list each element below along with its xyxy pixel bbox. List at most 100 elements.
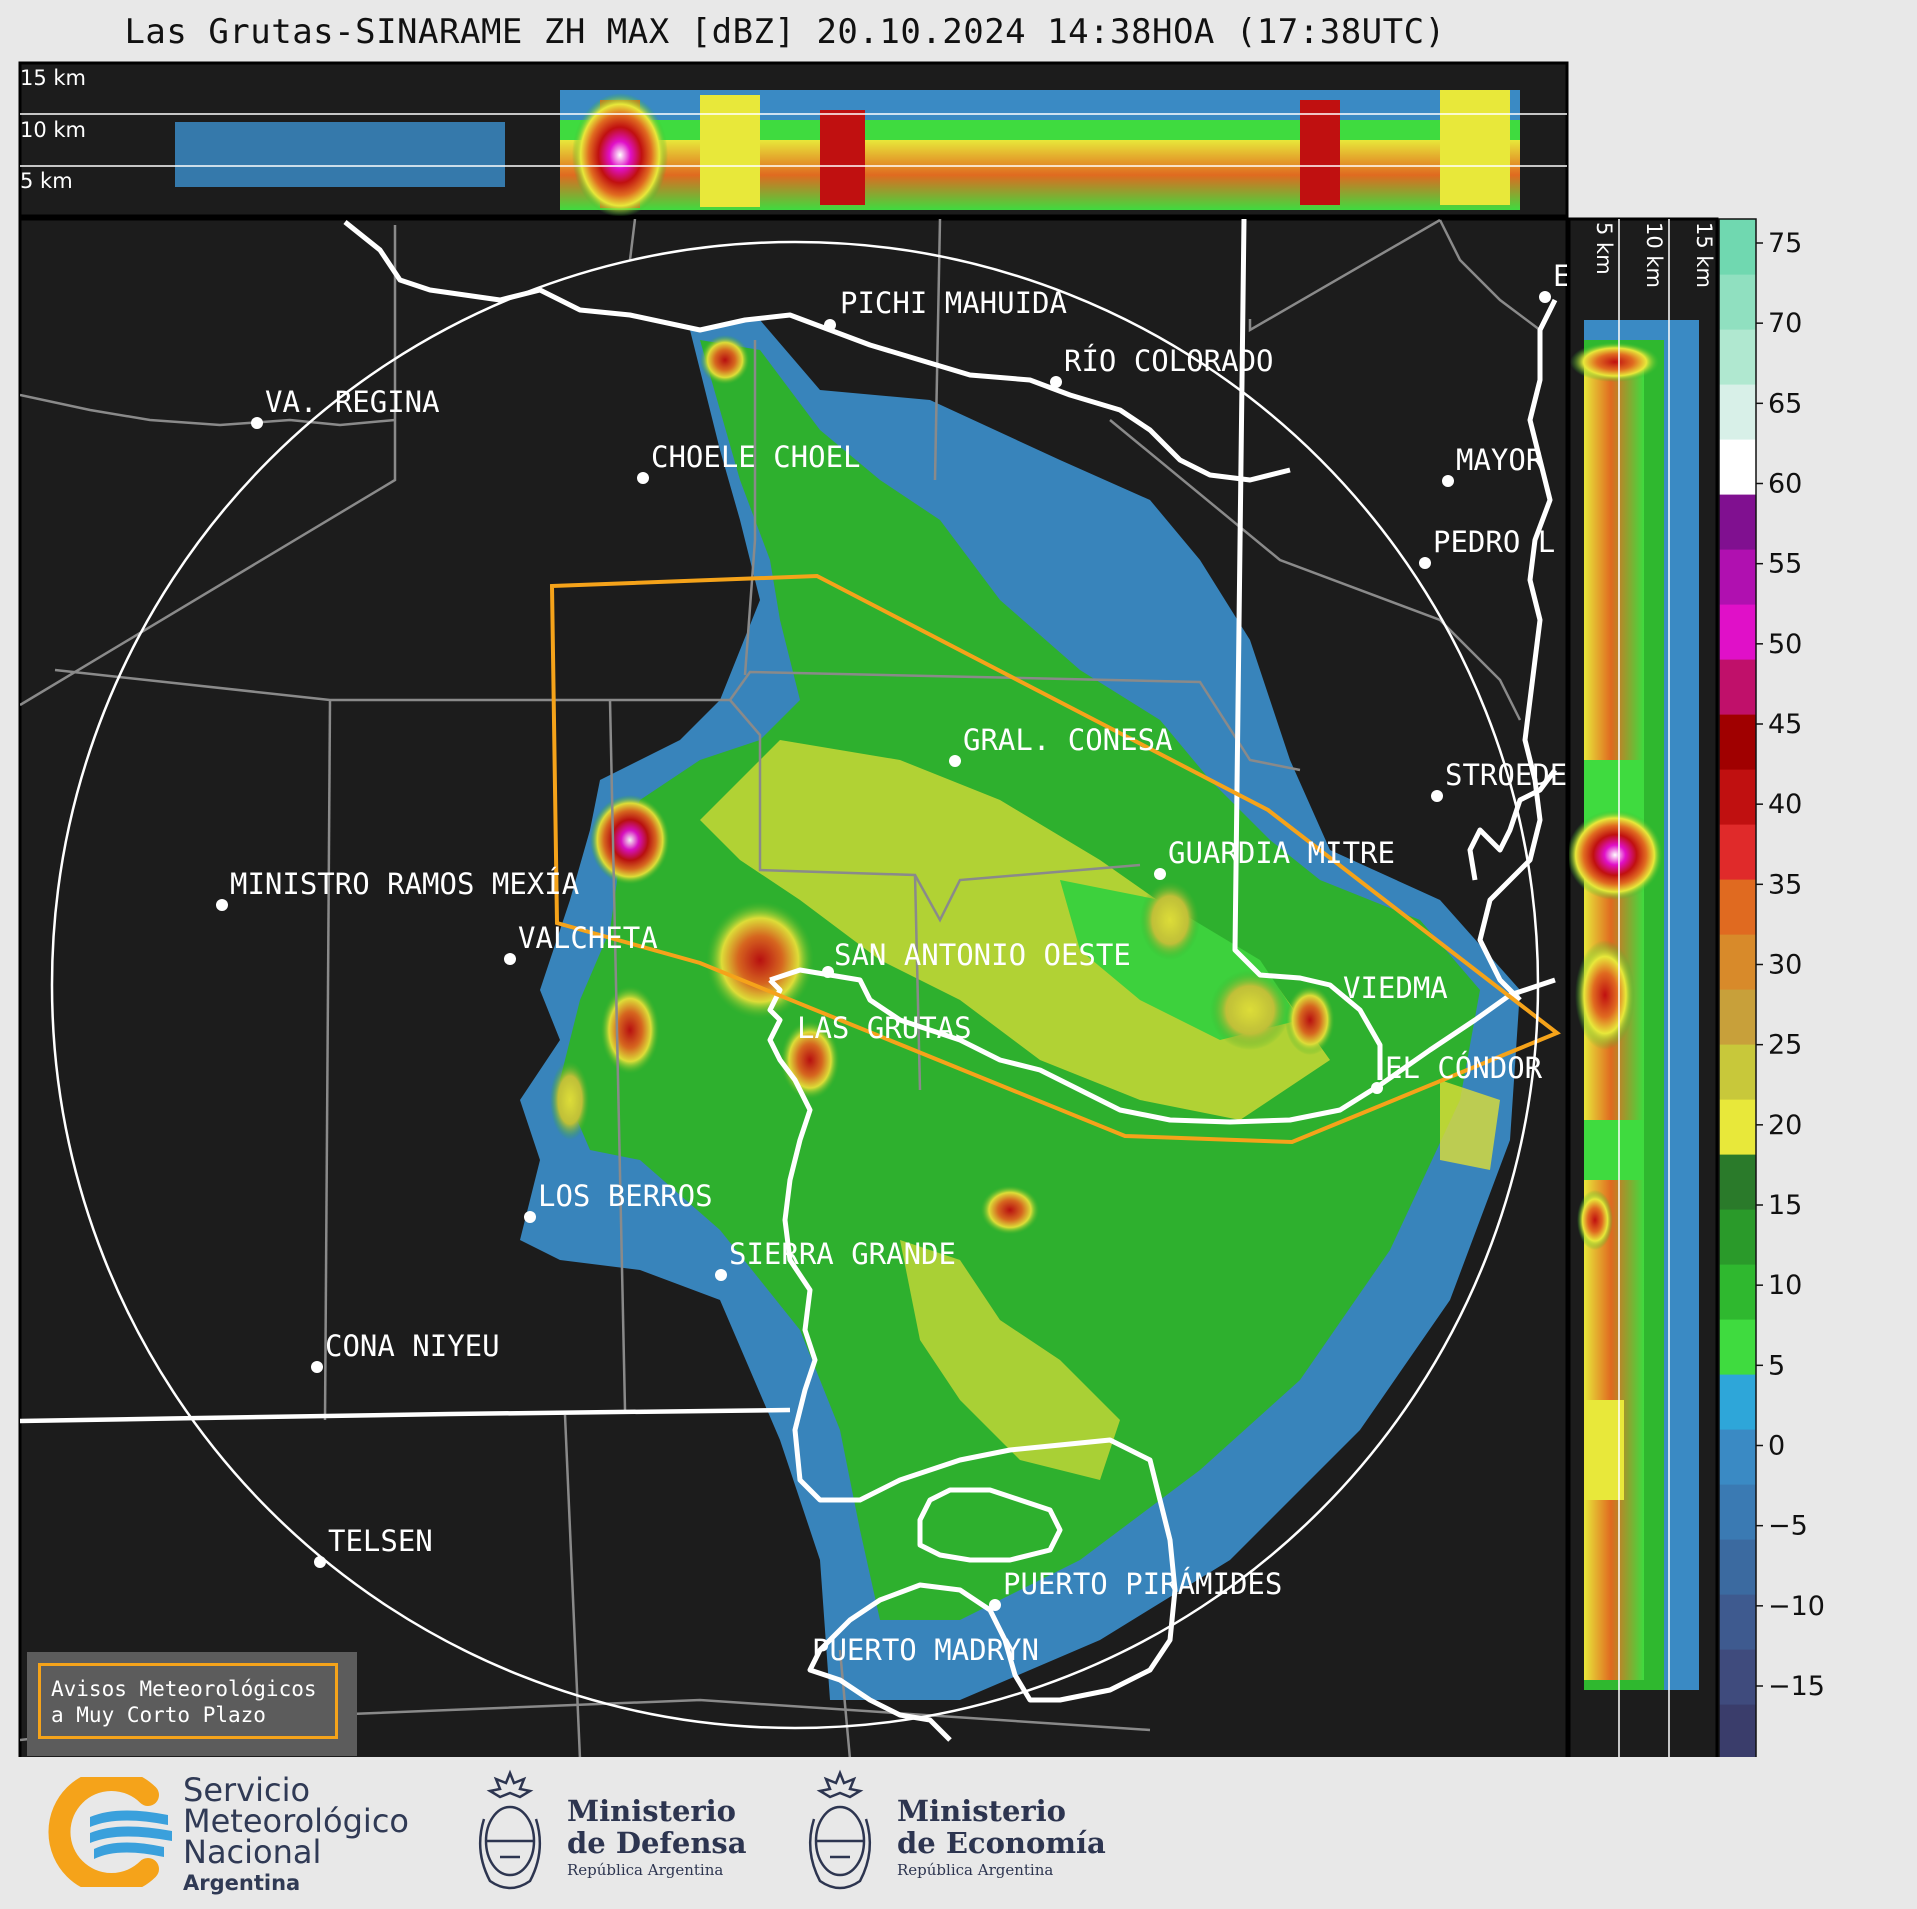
colorbar-band — [1719, 274, 1756, 330]
colorbar-tick-label: 10 — [1768, 1270, 1802, 1301]
warning-polygon — [549, 573, 1561, 1145]
colorbar-band — [1719, 824, 1756, 880]
side-km-label-15: 15 km — [1692, 222, 1716, 288]
city-los-berros: LOS BERROS — [524, 1179, 713, 1223]
city-choele-choel: CHOELE CHOEL — [637, 440, 861, 484]
city-stroeder: STROEDE — [1431, 758, 1567, 802]
svg-text:E: E — [1553, 259, 1570, 293]
warning-legend-line1: Avisos Meteorológicos — [51, 1677, 317, 1701]
colorbar-band — [1719, 1154, 1756, 1210]
colorbar-tick-label: 15 — [1768, 1190, 1802, 1221]
colorbar-band — [1719, 769, 1756, 825]
svg-text:PEDRO L: PEDRO L — [1433, 525, 1555, 559]
colorbar-band — [1719, 549, 1756, 605]
colorbar-band — [1719, 1319, 1756, 1375]
colorbar-tick-label: 45 — [1768, 709, 1802, 740]
city-sierra-grande: SIERRA GRANDE — [715, 1237, 956, 1281]
colorbar-tick-label: 40 — [1768, 789, 1802, 820]
smn-line1: Servicio — [183, 1771, 311, 1809]
svg-text:STROEDE: STROEDE — [1445, 758, 1567, 792]
smn-name: Servicio Meteorológico Nacional Argentin… — [183, 1771, 409, 1899]
colorbar-tick-label: 30 — [1768, 950, 1802, 981]
top-km-label-5: 5 km — [20, 169, 73, 193]
top-km-label-10: 10 km — [20, 118, 86, 142]
city-gral-conesa: GRAL. CONESA — [949, 723, 1173, 767]
smn-line3: Nacional — [183, 1833, 322, 1871]
range-ring — [50, 240, 1540, 1730]
warning-legend-line2: a Muy Corto Plazo — [51, 1703, 266, 1727]
colorbar-band — [1719, 494, 1756, 550]
defensa-line1: Ministerio — [567, 1794, 737, 1828]
colorbar-band — [1719, 384, 1756, 440]
colorbar-tick-label: 70 — [1768, 308, 1802, 339]
city-las-grutas: LAS GRUTAS — [797, 1011, 972, 1045]
city-pedro-l: PEDRO L — [1419, 525, 1555, 569]
colorbar-tick-label: 50 — [1768, 629, 1802, 660]
colorbar-band — [1719, 604, 1756, 660]
city-san-antonio-oeste: SAN ANTONIO OESTE — [822, 938, 1131, 978]
main-map-panel: PICHI MAHUIDA RÍO COLORADO VA. REGINA CH… — [18, 217, 1570, 1761]
colorbar-tick-label: −5 — [1768, 1511, 1808, 1542]
colorbar-band — [1719, 1044, 1756, 1100]
svg-text:PUERTO MADRYN: PUERTO MADRYN — [812, 1633, 1039, 1667]
colorbar-tick-label: −15 — [1768, 1671, 1825, 1702]
colorbar-band — [1719, 1649, 1756, 1705]
colorbar-band — [1719, 1209, 1756, 1265]
side-cross-section-panel: 5 km 10 km 15 km — [1567, 217, 1719, 1761]
economia-name: Ministerio de Economía República Argenti… — [897, 1795, 1106, 1881]
city-cona-niyeu: CONA NIYEU — [311, 1329, 500, 1373]
economia-line2: de Economía — [897, 1826, 1106, 1860]
smn-line4: Argentina — [183, 1871, 301, 1895]
city-el-condor: EL CÓNDOR — [1371, 1051, 1543, 1094]
city-pichi-mahuida: PICHI MAHUIDA — [824, 286, 1067, 331]
svg-text:VALCHETA: VALCHETA — [518, 921, 658, 955]
city-puerto-piramides: PUERTO PIRÁMIDES — [989, 1567, 1282, 1611]
colorbar-band — [1719, 659, 1756, 715]
colorbar-band — [1719, 439, 1756, 495]
colorbar-bands — [1719, 219, 1756, 1760]
colorbar-tick-label: 35 — [1768, 869, 1802, 900]
svg-text:GRAL. CONESA: GRAL. CONESA — [963, 723, 1173, 757]
defensa-coat-of-arms-icon — [470, 1761, 550, 1901]
colorbar-band — [1719, 1594, 1756, 1650]
smn-sun-icon — [48, 1769, 172, 1895]
svg-text:MINISTRO RAMOS MEXÍA: MINISTRO RAMOS MEXÍA — [230, 867, 579, 901]
colorbar-band — [1719, 879, 1756, 935]
svg-text:GUARDIA MITRE: GUARDIA MITRE — [1168, 836, 1395, 870]
smn-line2: Meteorológico — [183, 1802, 409, 1840]
colorbar-band — [1719, 934, 1756, 990]
province-boundaries — [20, 1407, 791, 1424]
city-rio-colorado: RÍO COLORADO — [1050, 344, 1274, 388]
svg-text:PUERTO PIRÁMIDES: PUERTO PIRÁMIDES — [1003, 1567, 1282, 1601]
colorbar-tick-label: 25 — [1768, 1030, 1802, 1061]
economia-line1: Ministerio — [897, 1794, 1067, 1828]
city-markers: PICHI MAHUIDA RÍO COLORADO VA. REGINA CH… — [216, 259, 1570, 1667]
footer-logos: Servicio Meteorológico Nacional Argentin… — [0, 1757, 1917, 1909]
colorbar-tick-label: 65 — [1768, 388, 1802, 419]
city-puerto-madryn: PUERTO MADRYN — [812, 1633, 1039, 1667]
warning-legend: Avisos Meteorológicos a Muy Corto Plazo — [27, 1652, 357, 1756]
radar-echoes — [520, 320, 1520, 1700]
smn-logo — [48, 1769, 178, 1895]
colorbar-tick-label: −10 — [1768, 1591, 1825, 1622]
colorbar-band — [1719, 714, 1756, 770]
colorbar-tick-label: 20 — [1768, 1110, 1802, 1141]
city-va-regina: VA. REGINA — [251, 385, 440, 429]
svg-text:LAS GRUTAS: LAS GRUTAS — [797, 1011, 972, 1045]
city-mayor: MAYOR — [1442, 443, 1544, 487]
svg-text:RÍO COLORADO: RÍO COLORADO — [1064, 344, 1274, 378]
colorbar-tick-label: 60 — [1768, 469, 1802, 500]
colorbar-tick-label: 5 — [1768, 1350, 1785, 1381]
defensa-line2: de Defensa — [567, 1826, 747, 1860]
city-ministro-ramos-mexia: MINISTRO RAMOS MEXÍA — [216, 867, 579, 911]
city-e: E — [1539, 259, 1570, 303]
svg-text:VIEDMA: VIEDMA — [1343, 971, 1448, 1005]
economia-coat-of-arms-icon — [800, 1761, 880, 1901]
colorbar-band — [1719, 1539, 1756, 1595]
side-km-label-10: 10 km — [1642, 222, 1666, 288]
svg-text:LOS BERROS: LOS BERROS — [538, 1179, 713, 1213]
economia-line3: República Argentina — [897, 1861, 1054, 1879]
colorbar-tick-label: 75 — [1768, 228, 1802, 259]
